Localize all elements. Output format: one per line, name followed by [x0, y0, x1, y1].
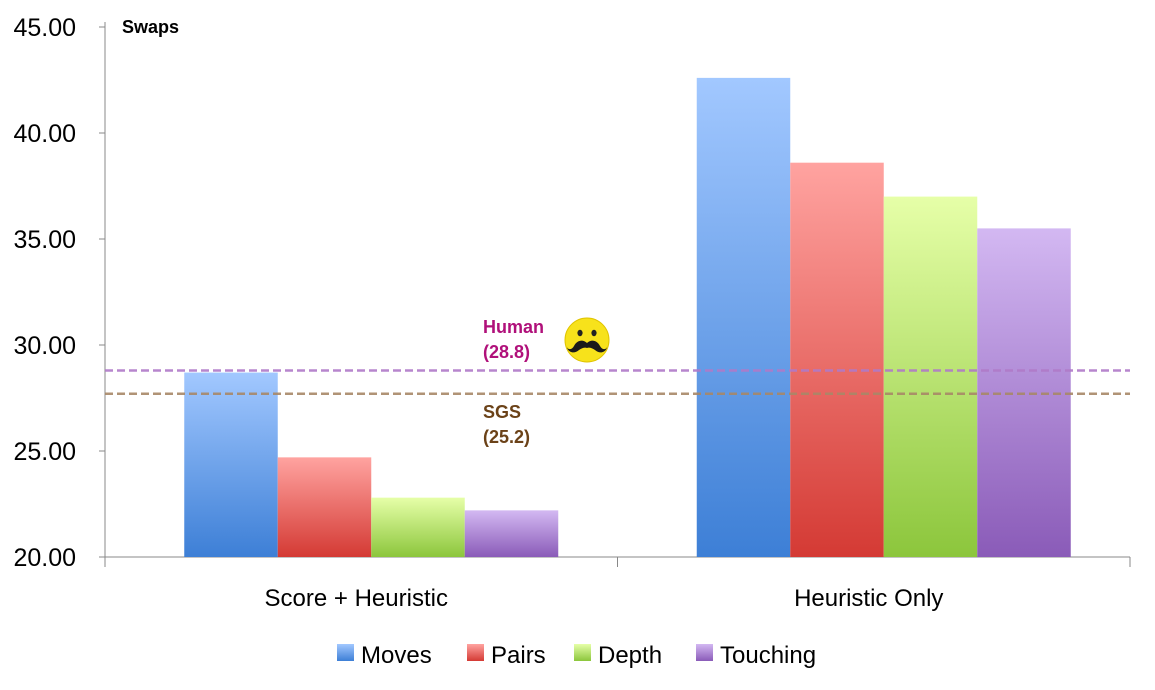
reference-label-human: Human — [483, 317, 544, 337]
axes: 20.00 25.00 30.00 35.00 40.00 45.00 — [13, 14, 1131, 572]
reference-label-sgs: SGS — [483, 402, 521, 422]
bar-pairs-2 — [790, 162, 884, 557]
legend-label-depth: Depth — [598, 642, 662, 669]
legend-swatch-pairs — [467, 644, 484, 661]
reference-lines: Human (28.8) SGS (25.2) — [105, 317, 1130, 447]
bar-touching-1 — [464, 510, 559, 557]
reference-value-sgs: (25.2) — [483, 427, 530, 447]
y-tick-label: 40.00 — [13, 120, 76, 148]
y-tick-label: 45.00 — [13, 14, 76, 42]
legend-swatch-moves — [337, 644, 354, 661]
x-category-label: Heuristic Only — [794, 585, 943, 612]
mustache-smiley-icon — [564, 317, 610, 363]
legend-label-touching: Touching — [720, 642, 816, 669]
legend-swatch-depth — [574, 644, 591, 661]
legend-label-moves: Moves — [361, 642, 432, 669]
y-tick-label: 20.00 — [13, 544, 76, 572]
bar-depth-2 — [883, 196, 978, 557]
legend-label-pairs: Pairs — [491, 642, 546, 669]
y-tick-label: 25.00 — [13, 438, 76, 466]
reference-value-human: (28.8) — [483, 342, 530, 362]
y-tick-label: 30.00 — [13, 332, 76, 360]
legend: Moves Pairs Depth Touching — [337, 642, 816, 669]
x-category-label: Score + Heuristic — [265, 585, 448, 612]
legend-swatch-touching — [696, 644, 713, 661]
bar-moves-2 — [696, 77, 791, 557]
y-axis-label: Swaps — [122, 17, 179, 37]
y-axis-label-group: Swaps — [122, 17, 179, 37]
bar-pairs-1 — [277, 457, 372, 557]
bars — [184, 77, 1071, 557]
bar-moves-1 — [184, 372, 278, 557]
bar-depth-1 — [371, 497, 465, 557]
x-category-labels: Score + Heuristic Heuristic Only — [265, 585, 944, 612]
y-tick-label: 35.00 — [13, 226, 76, 254]
